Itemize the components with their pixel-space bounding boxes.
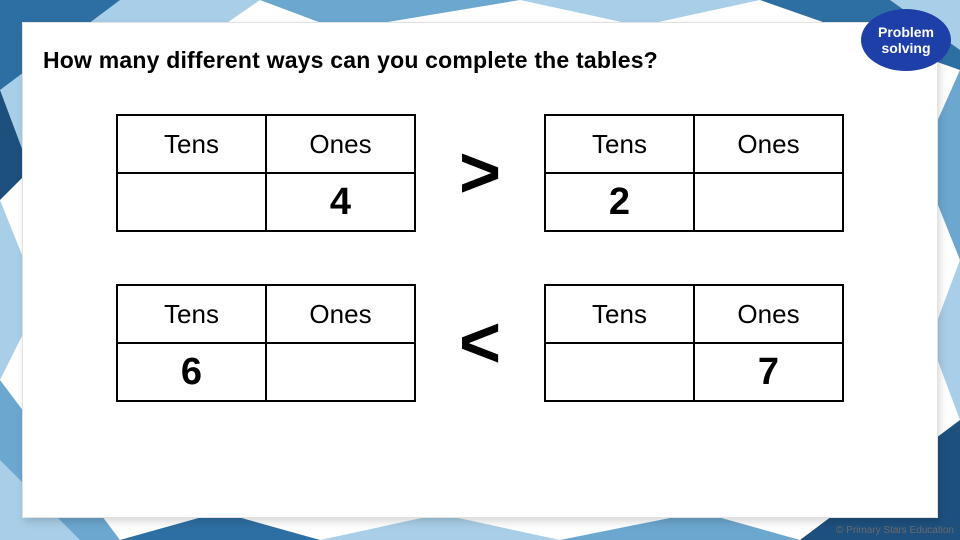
cell-ones[interactable]: 4 — [266, 173, 415, 231]
header-tens: Tens — [545, 115, 694, 173]
content-card: How many different ways can you complete… — [22, 22, 938, 518]
comparison-operator: > — [440, 137, 520, 209]
cell-tens[interactable]: 2 — [545, 173, 694, 231]
question-title: How many different ways can you complete… — [43, 47, 917, 74]
cell-ones[interactable] — [694, 173, 843, 231]
comparison-row: Tens Ones 6 < Tens Ones — [71, 284, 889, 402]
rows: Tens Ones 4 > Tens Ones 2 — [43, 114, 917, 402]
comparison-row: Tens Ones 4 > Tens Ones 2 — [71, 114, 889, 232]
cell-tens[interactable] — [117, 173, 266, 231]
header-tens: Tens — [545, 285, 694, 343]
header-tens: Tens — [117, 115, 266, 173]
badge-line2: solving — [881, 40, 930, 56]
badge-problem-solving: Problem solving — [861, 9, 951, 71]
badge-text: Problem solving — [878, 24, 934, 56]
place-value-table: Tens Ones 2 — [544, 114, 844, 232]
place-value-table: Tens Ones 6 — [116, 284, 416, 402]
cell-ones[interactable] — [266, 343, 415, 401]
header-ones: Ones — [694, 285, 843, 343]
copyright-footer: © Primary Stars Education — [836, 525, 954, 536]
header-ones: Ones — [694, 115, 843, 173]
cell-tens[interactable]: 6 — [117, 343, 266, 401]
header-ones: Ones — [266, 115, 415, 173]
header-tens: Tens — [117, 285, 266, 343]
header-ones: Ones — [266, 285, 415, 343]
slide: How many different ways can you complete… — [0, 0, 960, 540]
cell-tens[interactable] — [545, 343, 694, 401]
place-value-table: Tens Ones 4 — [116, 114, 416, 232]
cell-ones[interactable]: 7 — [694, 343, 843, 401]
badge-line1: Problem — [878, 24, 934, 40]
place-value-table: Tens Ones 7 — [544, 284, 844, 402]
comparison-operator: < — [440, 307, 520, 379]
